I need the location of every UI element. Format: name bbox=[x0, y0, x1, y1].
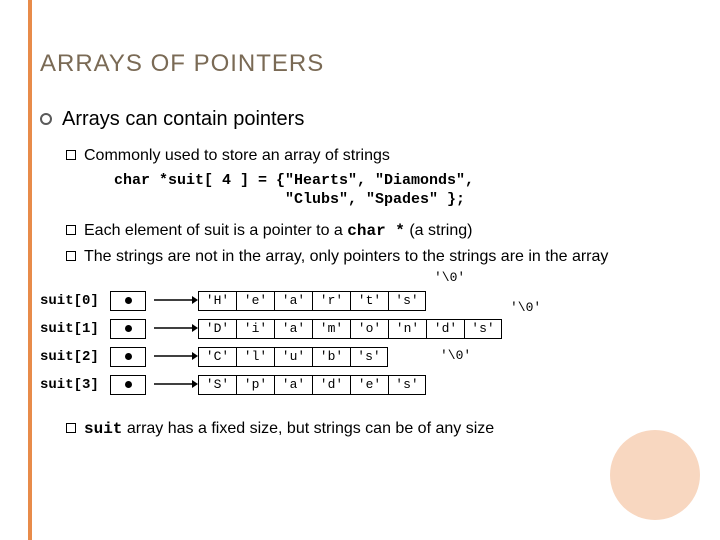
pointer-box bbox=[110, 347, 146, 367]
char-cell: 'a' bbox=[274, 319, 312, 339]
char-cell: 's' bbox=[350, 347, 388, 367]
main-bullet-text: Arrays can contain pointers bbox=[62, 108, 304, 131]
char-cell: 'H' bbox=[198, 291, 236, 311]
sub-bullet-4: suit array has a fixed size, but strings… bbox=[66, 418, 680, 441]
sub-bullets-after: suit array has a fixed size, but strings… bbox=[66, 418, 680, 441]
char-cell: 'u' bbox=[274, 347, 312, 367]
char-cells: 'H''e''a''r''t''s' bbox=[198, 291, 426, 311]
memory-diagram: suit[0]'H''e''a''r''t''s'suit[1]'D''i''a… bbox=[40, 282, 680, 412]
sub-bullet-1-text: Commonly used to store an array of strin… bbox=[84, 145, 390, 167]
suit-label: suit[2] bbox=[40, 349, 110, 365]
arrow-icon bbox=[154, 356, 198, 357]
char-cell: 'd' bbox=[426, 319, 464, 339]
pointer-dot-icon bbox=[125, 325, 132, 332]
char-cell: 'b' bbox=[312, 347, 350, 367]
diagram-row: suit[1] 'D''i''a''m''o''n''d''s' bbox=[40, 318, 502, 340]
suit-label: suit[3] bbox=[40, 377, 110, 393]
char-cell: 'p' bbox=[236, 375, 274, 395]
sub-bullets: Commonly used to store an array of strin… bbox=[66, 145, 680, 268]
ring-bullet-icon bbox=[40, 113, 52, 125]
square-bullet-icon bbox=[66, 251, 76, 261]
arrow-icon bbox=[154, 300, 198, 301]
char-cell: 'a' bbox=[274, 375, 312, 395]
sub-bullet-4-text: suit array has a fixed size, but strings… bbox=[84, 418, 494, 441]
char-cell: 'C' bbox=[198, 347, 236, 367]
null-terminator: '\0' bbox=[434, 270, 465, 285]
char-cell: 'd' bbox=[312, 375, 350, 395]
char-cells: 'D''i''a''m''o''n''d''s' bbox=[198, 319, 502, 339]
square-bullet-icon bbox=[66, 225, 76, 235]
sub-bullet-2: Each element of suit is a pointer to a c… bbox=[66, 220, 680, 243]
char-cell: 'r' bbox=[312, 291, 350, 311]
char-cell: 'l' bbox=[236, 347, 274, 367]
char-cell: 'e' bbox=[236, 291, 274, 311]
char-cell: 'S' bbox=[198, 375, 236, 395]
diagram-row: suit[0] 'H''e''a''r''t''s' bbox=[40, 290, 426, 312]
arrow-icon bbox=[154, 328, 198, 329]
char-cells: 'S''p''a''d''e''s' bbox=[198, 375, 426, 395]
pointer-dot-icon bbox=[125, 353, 132, 360]
pointer-box bbox=[110, 319, 146, 339]
sub-bullet-3-text: The strings are not in the array, only p… bbox=[84, 246, 608, 268]
char-cell: 'e' bbox=[350, 375, 388, 395]
arrow-icon bbox=[154, 384, 198, 385]
char-cell: 'i' bbox=[236, 319, 274, 339]
char-cell: 'n' bbox=[388, 319, 426, 339]
pointer-dot-icon bbox=[125, 381, 132, 388]
null-terminator: '\0' bbox=[510, 300, 541, 315]
pointer-box bbox=[110, 375, 146, 395]
char-cell: 'D' bbox=[198, 319, 236, 339]
null-terminator: '\0' bbox=[440, 348, 471, 363]
code-block: char *suit[ 4 ] = {"Hearts", "Diamonds",… bbox=[114, 171, 680, 210]
slide-title: ARRAYS OF POINTERS bbox=[40, 50, 680, 78]
slide-content: ARRAYS OF POINTERS Arrays can contain po… bbox=[0, 0, 720, 540]
sub-bullet-2-text: Each element of suit is a pointer to a c… bbox=[84, 220, 472, 243]
char-cell: 'o' bbox=[350, 319, 388, 339]
pointer-dot-icon bbox=[125, 297, 132, 304]
char-cells: 'C''l''u''b''s' bbox=[198, 347, 388, 367]
square-bullet-icon bbox=[66, 423, 76, 433]
char-cell: 's' bbox=[388, 291, 426, 311]
pointer-box bbox=[110, 291, 146, 311]
suit-label: suit[0] bbox=[40, 293, 110, 309]
char-cell: 'a' bbox=[274, 291, 312, 311]
main-bullet: Arrays can contain pointers bbox=[40, 108, 680, 131]
sub-bullet-1: Commonly used to store an array of strin… bbox=[66, 145, 680, 167]
square-bullet-icon bbox=[66, 150, 76, 160]
sub-bullet-3: The strings are not in the array, only p… bbox=[66, 246, 680, 268]
char-cell: 'm' bbox=[312, 319, 350, 339]
char-cell: 't' bbox=[350, 291, 388, 311]
suit-label: suit[1] bbox=[40, 321, 110, 337]
char-cell: 's' bbox=[464, 319, 502, 339]
diagram-row: suit[2] 'C''l''u''b''s' bbox=[40, 346, 388, 368]
char-cell: 's' bbox=[388, 375, 426, 395]
diagram-row: suit[3] 'S''p''a''d''e''s' bbox=[40, 374, 426, 396]
